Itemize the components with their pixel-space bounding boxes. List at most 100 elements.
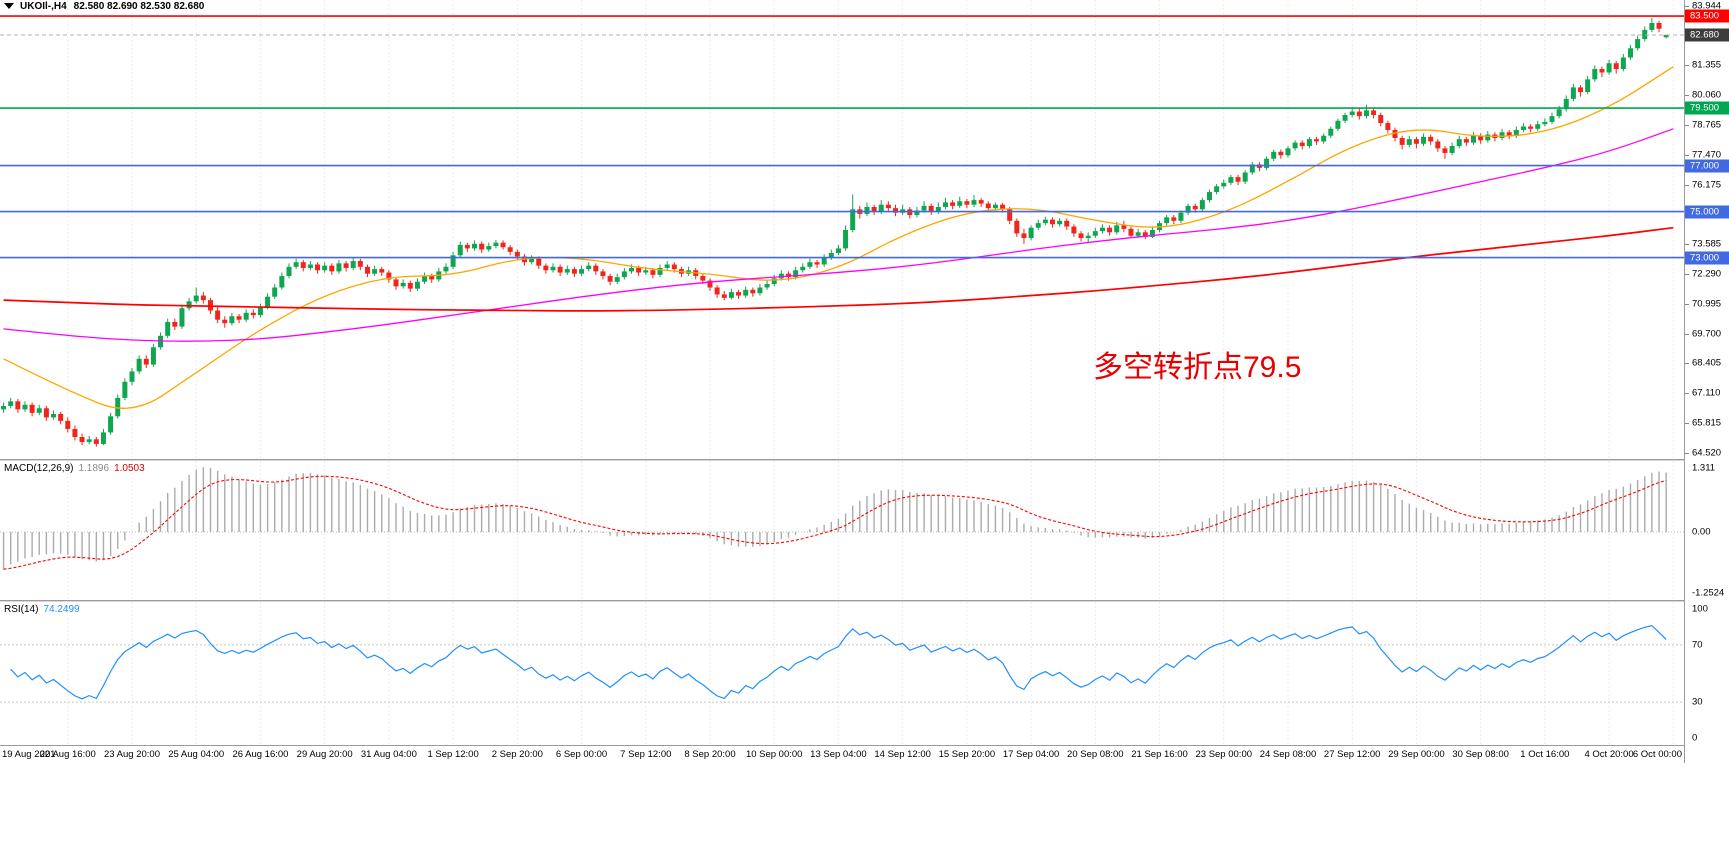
price-tick-mark	[1685, 333, 1689, 335]
price-tick-label: 67.110	[1692, 387, 1721, 399]
price-chart-canvas[interactable]	[0, 0, 1684, 459]
time-label: 4 Oct 20:00	[1584, 749, 1634, 760]
macd-label: MACD(12,26,9) 1.1896 1.0503	[4, 463, 145, 474]
macd-histogram	[2, 467, 1667, 570]
macd-signal-value: 1.0503	[114, 463, 145, 474]
ma-mid-magenta-line	[3, 128, 1674, 342]
rsi-axis-label: 70	[1692, 639, 1703, 651]
price-tick-label: 80.060	[1692, 89, 1722, 101]
time-label: 6 Sep 00:00	[555, 749, 608, 760]
price-tick-label: 77.470	[1692, 149, 1722, 161]
price-tick-label: 81.355	[1692, 59, 1722, 71]
time-label: 7 Sep 12:00	[620, 749, 672, 760]
time-label: 14 Sep 12:00	[874, 749, 931, 760]
panel-separator	[0, 745, 1684, 746]
rsi-line	[10, 624, 1667, 700]
rsi-axis-label: 30	[1692, 696, 1703, 708]
time-label: 1 Sep 12:00	[427, 749, 479, 760]
price-tick-mark	[1685, 184, 1689, 186]
time-label: 20 Sep 08:00	[1067, 749, 1124, 760]
price-tick-mark	[1685, 125, 1689, 126]
price-badge-77.000: 77.000	[1685, 159, 1729, 173]
macd-axis-label: 1.311	[1692, 462, 1716, 474]
price-tick-label: 73.585	[1692, 238, 1722, 250]
time-label: 29 Sep 00:00	[1388, 749, 1445, 760]
macd-signal-line	[3, 475, 1667, 570]
price-tick-mark	[1685, 363, 1689, 365]
time-label: 17 Sep 04:00	[1002, 749, 1060, 760]
grid-lines	[67, 461, 1674, 600]
time-label: 23 Sep 00:00	[1195, 749, 1253, 760]
time-label: 26 Aug 16:00	[232, 749, 289, 760]
panel-separator[interactable]	[0, 459, 1684, 461]
time-label: 23 Aug 20:00	[104, 749, 160, 760]
price-tick-label: 72.290	[1692, 268, 1722, 280]
macd-name-label: MACD(12,26,9)	[4, 463, 74, 474]
grid-lines	[67, 602, 1674, 745]
ma-slow-red-line	[3, 226, 1674, 312]
macd-main-value: 1.1896	[78, 463, 110, 474]
rsi-panel: RSI(14) 74.2499	[0, 602, 1684, 745]
rsi-axis-label: 0	[1692, 732, 1698, 744]
price-tick-label: 68.405	[1692, 357, 1722, 369]
current-price-badge: 82.680	[1685, 28, 1729, 42]
text-annotation: 多空转折点79.5	[1093, 351, 1302, 384]
price-tick-mark	[1685, 95, 1689, 97]
time-label: 1 Oct 16:00	[1520, 749, 1570, 760]
rsi-value: 74.2499	[43, 604, 80, 615]
time-axis[interactable]: 19 Aug 2021 20 Aug 16:00 23 Aug 20:00 25 Au…	[0, 747, 1684, 763]
price-badge-83.500: 83.500	[1685, 9, 1729, 23]
macd-panel: MACD(12,26,9) 1.1896 1.0503	[0, 461, 1684, 600]
price-tick-label: 64.520	[1692, 447, 1722, 459]
rsi-label: RSI(14) 74.2499	[4, 604, 80, 615]
time-label: 10 Sep 00:00	[745, 749, 803, 760]
price-tick-mark	[1685, 452, 1689, 454]
macd-canvas[interactable]	[0, 461, 1684, 600]
price-tick-label: 78.765	[1692, 119, 1722, 131]
time-label: 8 Sep 20:00	[684, 749, 736, 760]
time-label: 30 Sep 08:00	[1452, 749, 1509, 760]
time-label: 31 Aug 04:00	[360, 749, 417, 760]
price-tick-mark	[1685, 422, 1689, 424]
time-label: 20 Aug 16:00	[39, 749, 96, 760]
symbol-period-label: UKOIl-,H4	[20, 1, 67, 12]
time-label: 2 Sep 20:00	[491, 749, 543, 760]
price-axis[interactable]: 83.94482.65081.35580.06078.76577.47076.1…	[1684, 0, 1729, 763]
price-tick-mark	[1685, 65, 1689, 67]
price-badge-73.000: 73.000	[1685, 251, 1729, 265]
time-label: 29 Aug 20:00	[296, 749, 353, 760]
ohlc-values: 82.580 82.690 82.530 82.680	[73, 1, 205, 12]
price-tick-mark	[1685, 154, 1689, 156]
rsi-canvas[interactable]	[0, 602, 1684, 745]
time-label: 27 Sep 12:00	[1323, 749, 1381, 760]
price-tick-mark	[1685, 273, 1689, 275]
time-label: 21 Sep 16:00	[1131, 749, 1188, 760]
time-label: 19 Aug 2021	[2, 749, 56, 760]
price-tick-mark	[1685, 303, 1689, 305]
time-label: 13 Sep 04:00	[810, 749, 867, 760]
price-tick-label: 70.995	[1692, 298, 1722, 310]
panel-separator[interactable]	[0, 600, 1684, 602]
time-label: 24 Sep 08:00	[1259, 749, 1317, 760]
candles	[1, 17, 1669, 447]
rsi-name-label: RSI(14)	[4, 604, 39, 615]
price-tick-mark	[1685, 244, 1689, 246]
price-badge-79.500: 79.500	[1685, 101, 1729, 115]
price-tick-label: 76.175	[1692, 179, 1722, 191]
chart-menu-icon[interactable]	[4, 3, 14, 10]
price-tick-mark	[1685, 393, 1689, 395]
time-label: 15 Sep 20:00	[938, 749, 996, 760]
price-badge-75.000: 75.000	[1685, 205, 1729, 219]
price-tick-mark	[1685, 5, 1689, 7]
price-tick-label: 83.944	[1692, 0, 1722, 12]
chart-header: UKOIl-,H4 82.580 82.690 82.530 82.680	[4, 1, 204, 12]
macd-axis-label: -1.2524	[1692, 587, 1725, 599]
grid-lines	[67, 0, 1674, 459]
price-tick-label: 69.700	[1692, 328, 1722, 339]
ma-fast-orange-line	[3, 66, 1674, 409]
macd-axis-label: 0.00	[1692, 526, 1711, 538]
price-panel: UKOIl-,H4 82.580 82.690 82.530 82.680 多空转…	[0, 0, 1684, 459]
rsi-axis-label: 100	[1692, 603, 1708, 615]
time-label: 25 Aug 04:00	[168, 749, 225, 760]
